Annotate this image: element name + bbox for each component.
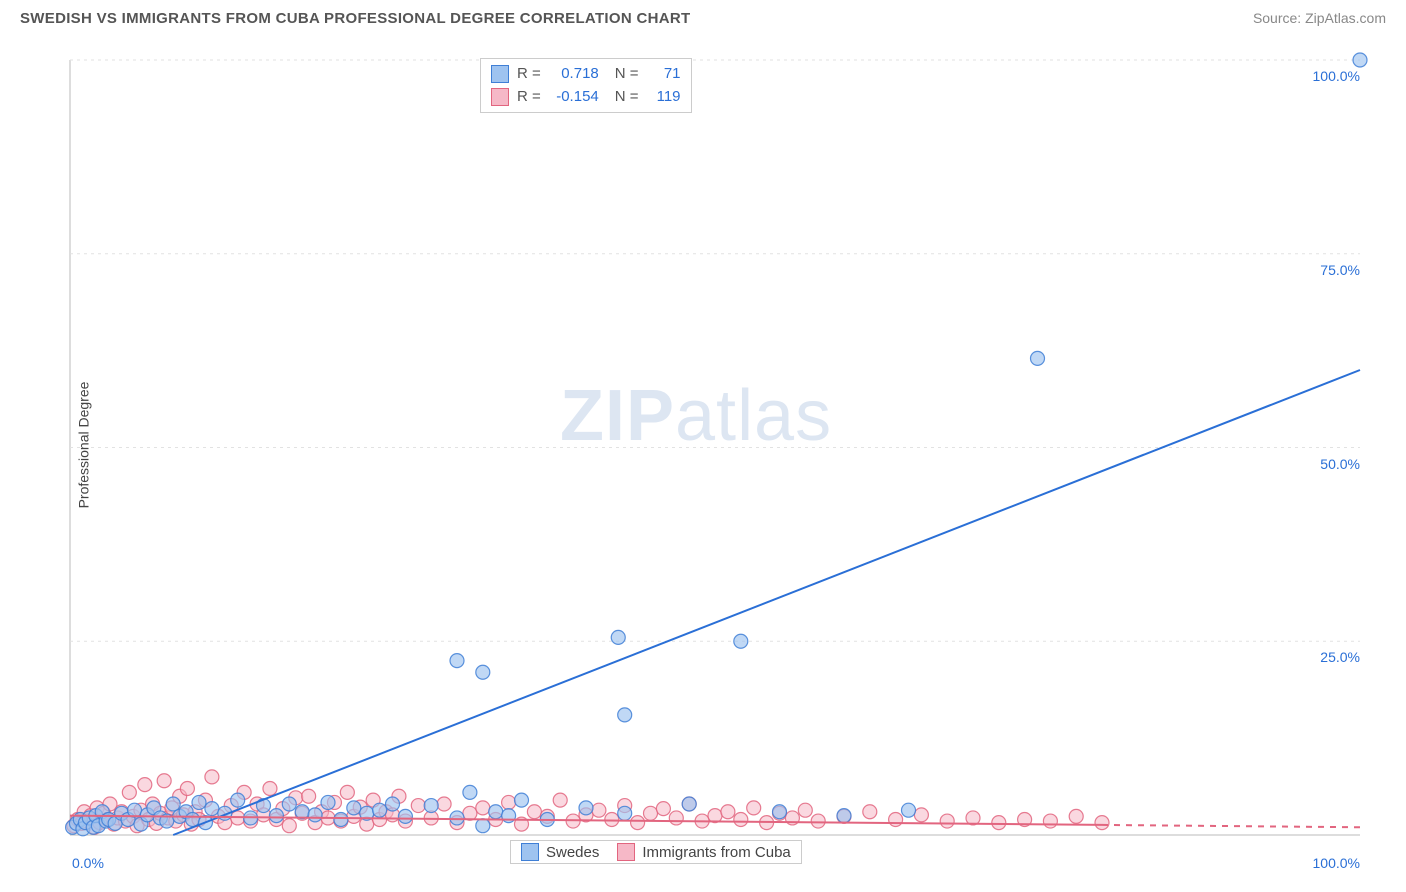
n-label: N = (615, 63, 639, 86)
stats-row: R = 0.718 N = 71 (491, 63, 681, 86)
series-swatch (617, 843, 635, 861)
x-tick-label: 0.0% (72, 855, 104, 871)
legend-label: Swedes (546, 844, 599, 861)
y-tick-label: 75.0% (1320, 262, 1360, 278)
r-value: 0.718 (549, 63, 599, 86)
r-label: R = (517, 63, 541, 86)
series-swatch (491, 88, 509, 106)
y-tick-label: 100.0% (1313, 68, 1360, 84)
stats-row: R = -0.154 N = 119 (491, 86, 681, 109)
n-value: 71 (647, 63, 681, 86)
legend-item: Swedes (521, 843, 599, 861)
legend-item: Immigrants from Cuba (617, 843, 790, 861)
source-label: Source: ZipAtlas.com (1253, 10, 1386, 26)
legend-label: Immigrants from Cuba (642, 844, 790, 861)
chart-title: SWEDISH VS IMMIGRANTS FROM CUBA PROFESSI… (20, 10, 690, 27)
n-label: N = (615, 86, 639, 109)
n-value: 119 (647, 86, 681, 109)
r-value: -0.154 (549, 86, 599, 109)
scatter-plot (50, 40, 1386, 861)
series-legend: Swedes Immigrants from Cuba (510, 840, 802, 864)
stats-legend: R = 0.718 N = 71 R = -0.154 N = 119 (480, 58, 692, 113)
r-label: R = (517, 86, 541, 109)
y-tick-label: 50.0% (1320, 456, 1360, 472)
series-swatch (521, 843, 539, 861)
y-tick-label: 25.0% (1320, 649, 1360, 665)
x-tick-label: 100.0% (1313, 855, 1360, 871)
series-swatch (491, 65, 509, 83)
chart-container: Professional Degree ZIPatlas R =0.718N =… (50, 40, 1386, 850)
